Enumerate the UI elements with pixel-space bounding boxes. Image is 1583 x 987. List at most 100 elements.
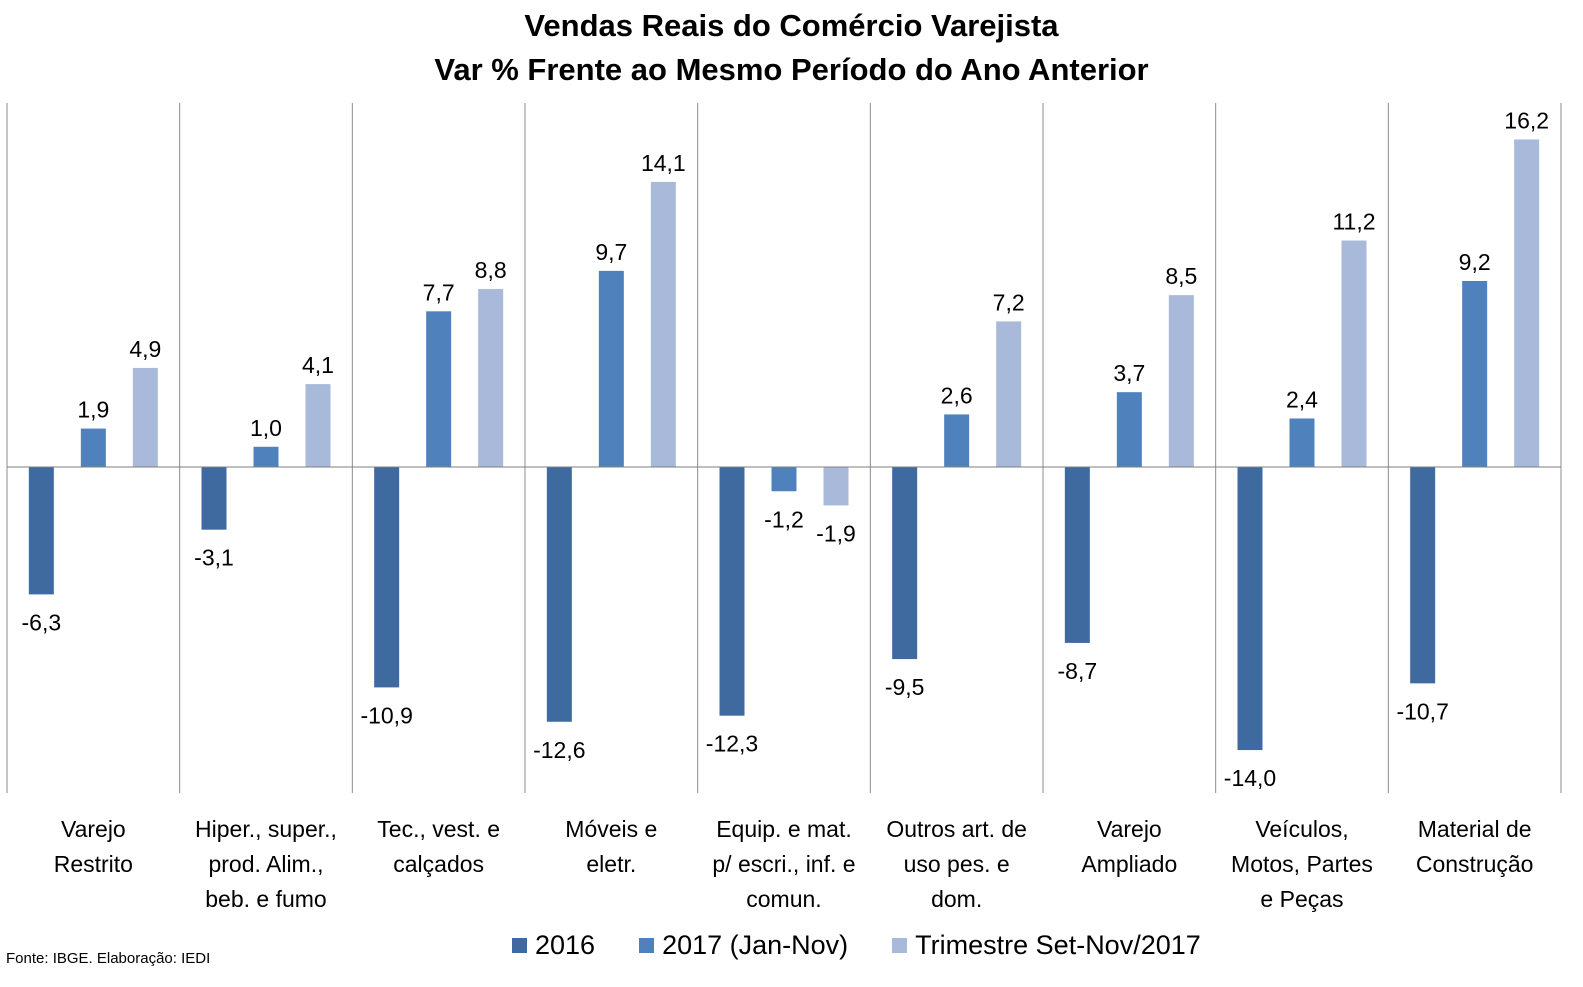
legend-item: 2017 (Jan-Nov) (639, 930, 848, 961)
data-label: -12,3 (706, 731, 758, 757)
data-label: 2,6 (941, 382, 973, 408)
category-label-line: eletr. (586, 851, 637, 877)
bar (546, 467, 572, 722)
category-label: Móveis e eletr. (525, 812, 698, 882)
data-label: -14,0 (1224, 765, 1276, 791)
bar (132, 367, 158, 467)
data-label: 9,7 (595, 239, 627, 265)
bar (374, 467, 400, 688)
category-label: Varejo Ampliado (1043, 812, 1216, 882)
data-label: 4,1 (302, 352, 334, 378)
chart-subtitle: Var % Frente ao Mesmo Período do Ano Ant… (434, 52, 1149, 87)
legend-swatch (639, 938, 655, 953)
bar (201, 467, 227, 530)
bar (253, 446, 279, 467)
data-label: -1,2 (764, 506, 804, 532)
category-label-line: Tec., vest. e (377, 816, 501, 842)
category-label-line: Veículos, (1255, 816, 1349, 842)
category-label-line: Hiper., super., (195, 816, 337, 842)
data-label: 1,9 (77, 397, 109, 423)
bar (650, 181, 676, 467)
legend-label: Trimestre Set-Nov/2017 (915, 930, 1201, 960)
bar (80, 428, 106, 467)
bar (28, 467, 54, 595)
legend: 2016 2017 (Jan-Nov) Trimestre Set-Nov/2017 (512, 930, 1245, 961)
category-label-line: Motos, Partes (1231, 851, 1373, 877)
category-label: Outros art. de uso pes. e dom. (870, 812, 1043, 917)
legend-swatch (892, 938, 908, 953)
data-label: -10,9 (360, 702, 412, 728)
bar (771, 467, 797, 492)
bar (478, 289, 504, 467)
data-label: 4,9 (129, 336, 161, 362)
category-label-line: Varejo (1096, 816, 1162, 842)
category-label-line: prod. Alim., (208, 851, 324, 877)
bar (1341, 240, 1367, 467)
data-label: 9,2 (1459, 249, 1491, 275)
category-label-line: beb. e fumo (205, 886, 327, 912)
data-label: 3,7 (1113, 360, 1145, 386)
data-label: 1,0 (250, 415, 282, 441)
bar (305, 384, 331, 467)
data-label: -9,5 (885, 674, 925, 700)
data-label: -3,1 (194, 545, 234, 571)
category-label-line: e Peças (1260, 886, 1344, 912)
category-label-line: Equip. e mat. (716, 816, 852, 842)
chart-title: Vendas Reais do Comércio Varejista (524, 8, 1059, 43)
category-label-line: Varejo (60, 816, 126, 842)
category-label-line: Móveis e (565, 816, 658, 842)
category-label-line: calçados (393, 851, 485, 877)
category-label-line: dom. (931, 886, 983, 912)
bar (719, 467, 745, 716)
bar (1237, 467, 1263, 751)
data-label: 2,4 (1286, 386, 1318, 412)
legend-item: Trimestre Set-Nov/2017 (892, 930, 1201, 961)
bar (1514, 139, 1540, 467)
bar (1064, 467, 1090, 643)
category-label-line: p/ escri., inf. e (712, 851, 856, 877)
bar (823, 467, 849, 506)
category-label-line: Outros art. de (886, 816, 1027, 842)
data-label: 7,7 (423, 279, 455, 305)
category-label-line: Construção (1415, 851, 1534, 877)
data-label: 8,5 (1165, 263, 1197, 289)
data-label: -1,9 (816, 520, 856, 546)
bar (1116, 392, 1142, 467)
data-label: 7,2 (993, 289, 1025, 315)
bar (426, 311, 452, 467)
category-label: Tec., vest. e calçados (352, 812, 525, 882)
data-label: -10,7 (1396, 698, 1448, 724)
bar (996, 321, 1022, 467)
legend-label: 2017 (Jan-Nov) (662, 930, 849, 960)
bar (944, 414, 970, 467)
category-label: Material de Construção (1388, 812, 1561, 882)
data-label: -12,6 (533, 737, 585, 763)
data-label: -6,3 (22, 609, 62, 635)
bar (1462, 280, 1488, 467)
legend-label: 2016 (535, 930, 596, 960)
legend-item: 2016 (512, 930, 595, 961)
category-label-line: comun. (746, 886, 822, 912)
category-label-line: Restrito (53, 851, 133, 877)
category-label: Equip. e mat. p/ escri., inf. e comun. (698, 812, 871, 917)
data-label: 14,1 (641, 150, 686, 176)
category-label: Veículos, Motos, Partes e Peças (1216, 812, 1389, 917)
bar (892, 467, 918, 660)
legend-swatch (512, 938, 527, 953)
category-label-line: Material de (1417, 816, 1532, 842)
category-label: Hiper., super., prod. Alim., beb. e fumo (180, 812, 353, 917)
bar (1168, 295, 1194, 467)
category-label-line: uso pes. e (903, 851, 1010, 877)
chart-title-block: Vendas Reais do Comércio Varejista Var %… (0, 4, 1583, 92)
bar (1410, 467, 1436, 684)
data-label: 8,8 (475, 257, 507, 283)
category-label: Varejo Restrito (7, 812, 180, 882)
category-label-line: Ampliado (1081, 851, 1178, 877)
bar (598, 270, 624, 467)
source-note: Fonte: IBGE. Elaboração: IEDI (6, 950, 211, 967)
bar (1289, 418, 1315, 467)
data-label: 11,2 (1332, 209, 1375, 235)
data-label: -8,7 (1058, 658, 1098, 684)
data-label: 16,2 (1504, 107, 1549, 133)
